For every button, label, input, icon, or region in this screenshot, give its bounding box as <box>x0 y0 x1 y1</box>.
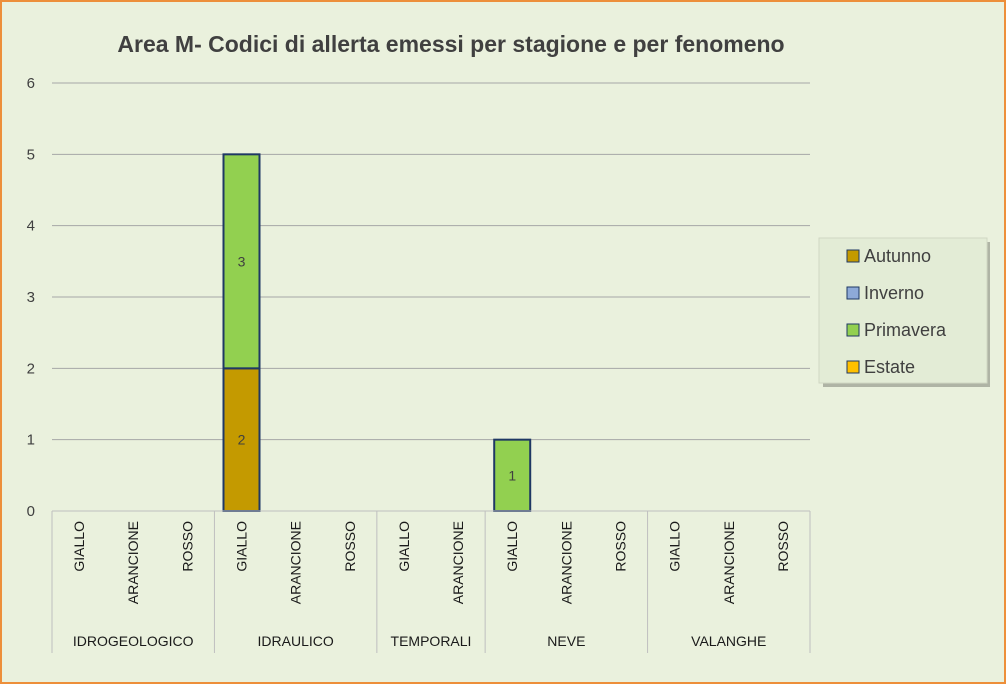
data-label: 3 <box>238 253 246 269</box>
y-axis: 0 1 2 3 4 5 6 <box>27 75 35 520</box>
legend-swatch <box>846 249 860 263</box>
x-tick-label: GIALLO <box>234 521 250 572</box>
legend-swatch <box>846 323 860 337</box>
legend-label: Inverno <box>864 283 924 303</box>
x-tick-label: ROSSO <box>342 521 358 572</box>
x-tick-label: ARANCIONE <box>125 521 141 604</box>
data-label: 1 <box>508 467 516 483</box>
chart-title: Area M- Codici di allerta emessi per sta… <box>117 31 784 57</box>
y-tick-label: 5 <box>27 146 35 163</box>
x-tick-label: ROSSO <box>179 521 195 572</box>
x-tick-label: GIALLO <box>71 521 87 572</box>
x-tick-label: ARANCIONE <box>721 521 737 604</box>
group-label: TEMPORALI <box>391 633 472 649</box>
y-tick-label: 1 <box>27 432 35 449</box>
group-label: VALANGHE <box>691 633 766 649</box>
x-tick-label: ROSSO <box>613 521 629 572</box>
x-tick-label: ARANCIONE <box>288 521 304 604</box>
gridlines <box>52 82 810 441</box>
x-tick-label: GIALLO <box>396 521 412 572</box>
group-label: IDROGEOLOGICO <box>73 633 194 649</box>
group-label: IDRAULICO <box>258 633 334 649</box>
y-tick-label: 2 <box>27 360 35 377</box>
y-tick-label: 6 <box>27 75 35 92</box>
x-axis: GIALLO ARANCIONE ROSSO GIALLO ARANCIONE ROSSO… <box>51 510 811 653</box>
x-tick-label: GIALLO <box>667 521 683 572</box>
legend-swatch <box>846 360 860 374</box>
x-tick-label: ARANCIONE <box>558 521 574 604</box>
y-tick-label: 3 <box>27 289 35 306</box>
legend: Autunno Inverno Primavera Estate <box>818 237 990 387</box>
y-tick-label: 4 <box>27 218 35 235</box>
legend-label: Primavera <box>864 320 947 340</box>
bars: 2 3 1 <box>222 153 532 513</box>
x-tick-label: ARANCIONE <box>450 521 466 604</box>
group-label: NEVE <box>547 633 585 649</box>
legend-label: Estate <box>864 357 915 377</box>
legend-swatch <box>846 286 860 300</box>
x-tick-label: ROSSO <box>775 521 791 572</box>
bar-primavera-giallo <box>493 438 532 512</box>
y-tick-label: 0 <box>27 503 35 520</box>
bar-primavera-giallo <box>222 153 261 370</box>
x-tick-label: GIALLO <box>504 521 520 572</box>
legend-label: Autunno <box>864 246 931 266</box>
data-label: 2 <box>238 432 246 448</box>
